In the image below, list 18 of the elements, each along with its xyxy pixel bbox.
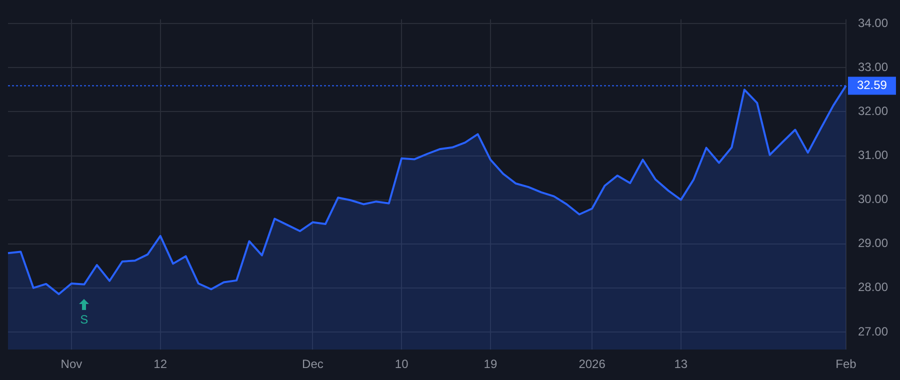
y-tick-label: 30.00 bbox=[858, 192, 888, 206]
x-tick-label: 12 bbox=[154, 357, 168, 372]
y-tick-label: 33.00 bbox=[858, 60, 888, 74]
y-tick-label: 34.00 bbox=[858, 16, 888, 30]
y-tick-label: 29.00 bbox=[858, 236, 888, 250]
x-tick-label: Feb bbox=[836, 357, 857, 372]
annotation: S bbox=[80, 312, 88, 326]
x-tick-label: 2026 bbox=[578, 357, 606, 372]
ref-line-label: 32.59 bbox=[856, 78, 888, 92]
y-tick-label: 32.00 bbox=[858, 104, 888, 118]
y-tick-label: 28.00 bbox=[858, 280, 888, 294]
x-tick-label: Dec bbox=[302, 357, 324, 372]
y-tick-label: 31.00 bbox=[858, 148, 888, 162]
x-tick-label: 19 bbox=[484, 357, 498, 372]
x-tick-label: Nov bbox=[60, 357, 82, 372]
x-tick-label: 10 bbox=[394, 357, 409, 372]
y-tick-label: 27.00 bbox=[858, 324, 888, 338]
x-tick-label: 13 bbox=[674, 357, 688, 372]
